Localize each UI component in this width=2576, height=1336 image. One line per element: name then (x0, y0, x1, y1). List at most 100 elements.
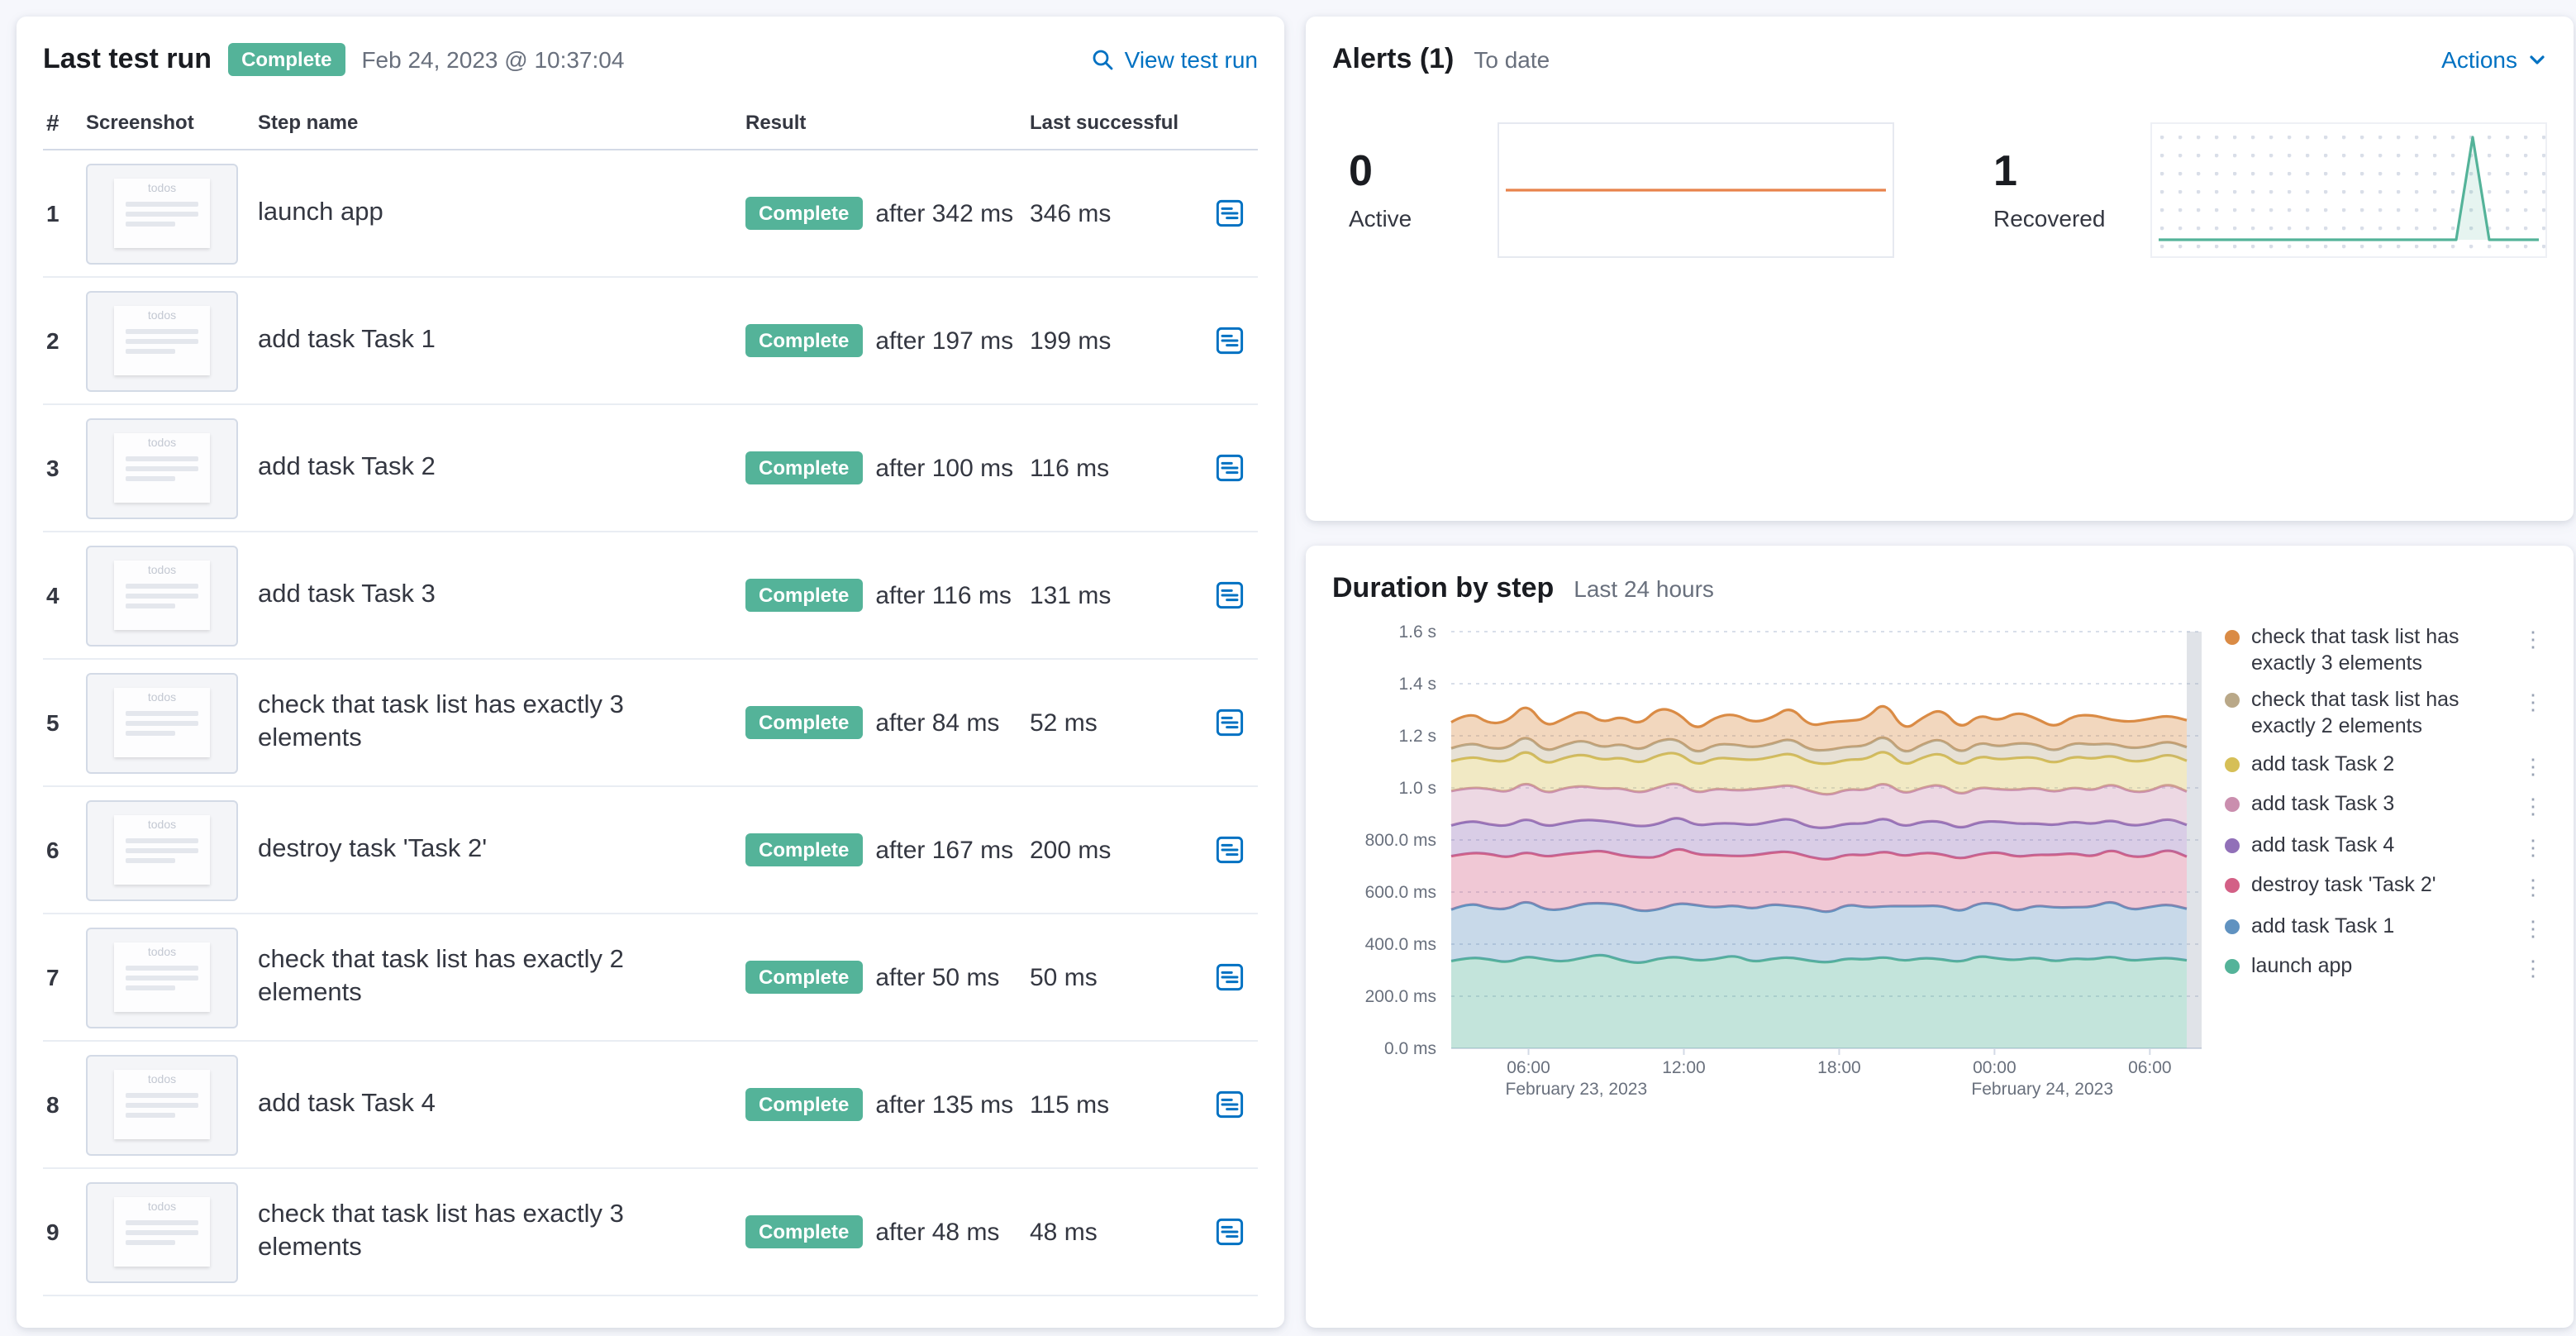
step-result-badge: Complete (745, 451, 863, 484)
legend-series-dot (2225, 878, 2240, 894)
table-row: 9 todos check that task list has exactly… (43, 1169, 1258, 1296)
legend-item-menu-icon[interactable]: ⋮ (2522, 875, 2544, 900)
legend-item[interactable]: add task Task 1 ⋮ (2225, 914, 2547, 943)
step-trace-button[interactable] (1212, 704, 1248, 741)
table-row: 1 todos launch app Complete after 342 ms … (43, 150, 1258, 278)
legend-item-menu-icon[interactable]: ⋮ (2522, 753, 2544, 778)
view-test-run-label: View test run (1124, 46, 1258, 73)
step-trace-button[interactable] (1212, 322, 1248, 359)
step-trace-button[interactable] (1212, 1086, 1248, 1123)
trace-icon (1216, 836, 1244, 864)
table-row: 6 todos destroy task 'Task 2' Complete af… (43, 787, 1258, 914)
legend-item-menu-icon[interactable]: ⋮ (2522, 915, 2544, 941)
legend-item[interactable]: check that task list has exactly 2 eleme… (2225, 689, 2547, 741)
alerts-recovered-count: 1 (1993, 146, 2017, 195)
legend-item[interactable]: destroy task 'Task 2' ⋮ (2225, 874, 2547, 903)
legend-series-label[interactable]: add task Task 4 (2251, 833, 2395, 856)
step-last-successful: 48 ms (1030, 1218, 1098, 1246)
step-result-badge: Complete (745, 1215, 863, 1248)
last-test-run-panel: Last test run Complete Feb 24, 2023 @ 10… (17, 17, 1284, 1328)
step-trace-button[interactable] (1212, 1214, 1248, 1250)
header-screenshot: Screenshot (86, 111, 194, 134)
legend-item-menu-icon[interactable]: ⋮ (2522, 956, 2544, 981)
step-name: launch app (258, 198, 383, 227)
thumbnail-preview: todos (114, 561, 210, 630)
step-screenshot-thumbnail[interactable]: todos (86, 290, 238, 391)
legend-series-label[interactable]: launch app (2251, 954, 2353, 978)
step-duration: after 50 ms (875, 963, 1000, 991)
step-result-badge: Complete (745, 1088, 863, 1121)
step-screenshot-thumbnail[interactable]: todos (86, 927, 238, 1028)
step-last-successful: 116 ms (1030, 454, 1110, 482)
step-trace-button[interactable] (1212, 959, 1248, 995)
svg-text:0.0 ms: 0.0 ms (1384, 1039, 1436, 1058)
legend-series-dot (2225, 959, 2240, 975)
step-number: 5 (46, 709, 60, 736)
trace-icon (1216, 327, 1244, 355)
legend-item-menu-icon[interactable]: ⋮ (2522, 834, 2544, 860)
view-test-run-link[interactable]: View test run (1092, 46, 1258, 73)
table-row: 3 todos add task Task 2 Complete after 10… (43, 405, 1258, 532)
step-result-badge: Complete (745, 833, 863, 866)
legend-item-menu-icon[interactable]: ⋮ (2522, 627, 2544, 651)
step-trace-button[interactable] (1212, 450, 1248, 486)
test-steps-table: # Screenshot Step name Result Last succe… (43, 93, 1258, 1296)
header-result: Result (745, 111, 807, 134)
trace-icon (1216, 199, 1244, 227)
svg-text:February 24, 2023: February 24, 2023 (1971, 1080, 2113, 1099)
step-duration: after 167 ms (875, 836, 1014, 864)
step-name: destroy task 'Task 2' (258, 834, 488, 863)
legend-series-label[interactable]: add task Task 1 (2251, 914, 2395, 938)
step-duration: after 197 ms (875, 327, 1014, 355)
table-header-row: # Screenshot Step name Result Last succe… (43, 93, 1258, 150)
duration-stacked-area-chart: 1.6 s 1.4 s 1.2 s 1.0 s 800.0 ms 600.0 ms 400.… (1365, 623, 2202, 1099)
step-screenshot-thumbnail[interactable]: todos (86, 418, 238, 518)
alerts-actions-button[interactable]: Actions (2441, 46, 2547, 73)
legend-series-label[interactable]: destroy task 'Task 2' (2251, 873, 2436, 897)
step-screenshot-thumbnail[interactable]: todos (86, 163, 238, 264)
step-screenshot-thumbnail[interactable]: todos (86, 545, 238, 646)
last-test-run-timestamp: Feb 24, 2023 @ 10:37:04 (361, 46, 625, 73)
step-screenshot-thumbnail[interactable]: todos (86, 799, 238, 900)
step-trace-button[interactable] (1212, 195, 1248, 231)
thumbnail-preview: todos (114, 688, 210, 757)
alerts-recovered-label: Recovered (1993, 205, 2106, 231)
step-name: check that task list has exactly 3 eleme… (258, 690, 624, 752)
chevron-down-icon (2530, 55, 2545, 64)
table-row: 2 todos add task Task 1 Complete after 19… (43, 278, 1258, 405)
step-screenshot-thumbnail[interactable]: todos (86, 1054, 238, 1155)
step-last-successful: 200 ms (1030, 836, 1112, 864)
svg-text:00:00: 00:00 (1973, 1058, 2017, 1077)
step-name: add task Task 3 (258, 580, 436, 608)
legend-item[interactable]: add task Task 4 ⋮ (2225, 833, 2547, 861)
legend-item[interactable]: check that task list has exactly 3 eleme… (2225, 625, 2547, 677)
duration-title: Duration by step (1332, 572, 1555, 604)
svg-text:1.4 s: 1.4 s (1398, 675, 1436, 694)
legend-item[interactable]: launch app ⋮ (2225, 955, 2547, 984)
step-name: add task Task 4 (258, 1089, 436, 1118)
legend-series-label[interactable]: add task Task 2 (2251, 752, 2395, 775)
step-last-successful: 50 ms (1030, 963, 1098, 991)
step-trace-button[interactable] (1212, 832, 1248, 868)
alerts-active-sparkline (1498, 122, 1894, 258)
trace-icon (1216, 1090, 1244, 1119)
step-screenshot-thumbnail[interactable]: todos (86, 1181, 238, 1282)
step-trace-button[interactable] (1212, 577, 1248, 613)
legend-series-label[interactable]: add task Task 3 (2251, 792, 2395, 816)
legend-item[interactable]: add task Task 3 ⋮ (2225, 792, 2547, 821)
legend-series-dot (2225, 756, 2240, 771)
thumbnail-preview: todos (114, 306, 210, 375)
step-result-badge: Complete (745, 579, 863, 612)
trace-icon (1216, 454, 1244, 482)
legend-series-label[interactable]: check that task list has exactly 3 eleme… (2251, 625, 2459, 675)
legend-series-label[interactable]: check that task list has exactly 2 eleme… (2251, 688, 2459, 737)
step-screenshot-thumbnail[interactable]: todos (86, 672, 238, 773)
alerts-recovered-stat: 1 Recovered (1993, 146, 2106, 231)
header-last-successful: Last successful (1030, 111, 1179, 134)
step-number: 9 (46, 1219, 60, 1245)
legend-item-menu-icon[interactable]: ⋮ (2522, 794, 2544, 819)
legend-item-menu-icon[interactable]: ⋮ (2522, 689, 2544, 715)
alerts-actions-label: Actions (2441, 46, 2517, 73)
table-row: 4 todos add task Task 3 Complete after 11… (43, 532, 1258, 660)
legend-item[interactable]: add task Task 2 ⋮ (2225, 752, 2547, 780)
